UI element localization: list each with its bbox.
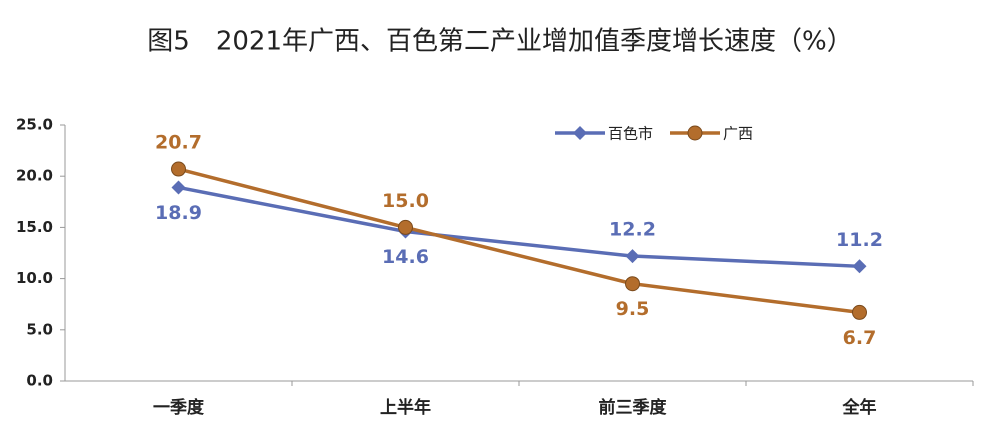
point [625,276,640,292]
data-label: 14.6 [382,246,429,268]
data-label: 11.2 [836,229,883,251]
point [398,219,413,235]
data-label: 18.9 [155,202,202,224]
x-tick-label: 上半年 [380,397,431,418]
data-label: 20.7 [155,132,202,154]
data-label: 15.0 [382,190,429,212]
data-label: 12.2 [609,219,656,241]
y-tick-label: 15.0 [16,218,53,236]
data-label: 6.7 [843,327,877,349]
point [171,161,186,177]
point [171,180,186,195]
x-tick-label: 全年 [842,397,877,418]
y-tick-label: 0.0 [26,372,53,390]
point [852,259,867,274]
y-tick-label: 10.0 [16,269,53,287]
x-tick-label: 前三季度 [599,397,668,418]
y-tick-label: 20.0 [16,167,53,185]
series-line [178,167,860,315]
legend-marker [687,125,703,141]
series-line [178,185,860,269]
x-tick-label: 一季度 [153,397,205,418]
point [625,249,640,264]
data-label: 9.5 [616,298,650,320]
legend-label: 百色市 [608,125,653,143]
y-tick-label: 5.0 [26,320,53,338]
legend-marker [573,126,587,140]
legend-label: 广西 [723,125,753,143]
point [852,304,867,320]
y-tick-label: 25.0 [16,116,53,134]
chart-title: 图5 2021年广西、百色第二产业增加值季度增长速度（%） [147,27,852,57]
